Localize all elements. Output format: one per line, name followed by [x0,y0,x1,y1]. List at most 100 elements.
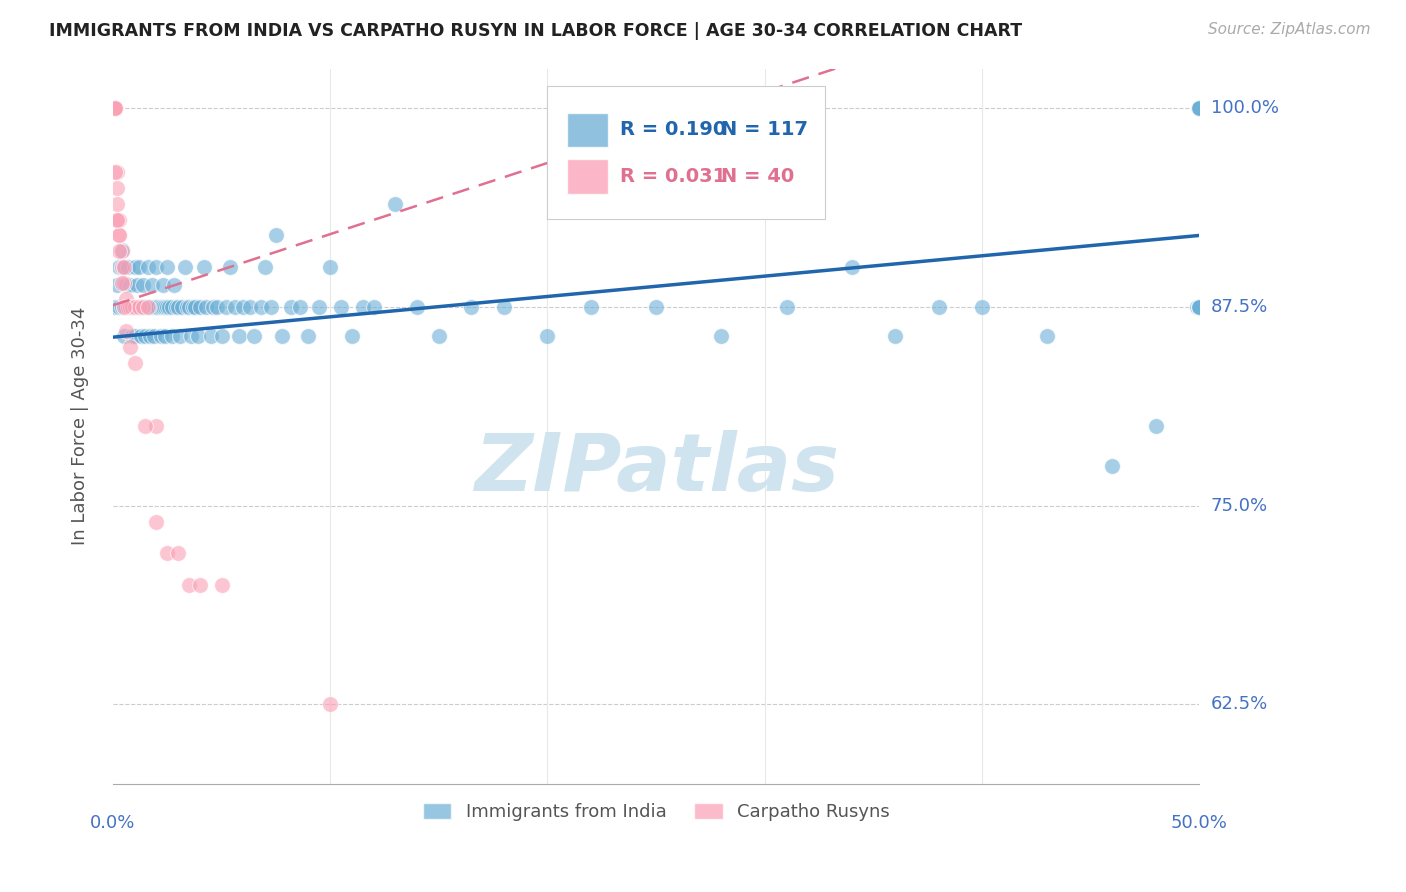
Point [132,300,155,314]
Point [105,212,128,227]
Point [1036,328,1059,343]
Point [121,300,143,314]
Point [141,300,163,314]
Point [120,300,142,314]
Point [108,228,131,243]
Point [319,260,342,275]
Text: 100.0%: 100.0% [1211,99,1278,117]
Legend: Immigrants from India, Carpatho Rusyns: Immigrants from India, Carpatho Rusyns [415,796,897,829]
Point [319,698,342,712]
Point [363,300,385,314]
Point [110,244,132,259]
Text: N = 40: N = 40 [721,167,794,186]
Point [1188,101,1211,115]
Point [1187,300,1209,314]
Point [177,578,200,592]
Point [145,515,167,529]
Point [115,277,138,292]
FancyBboxPatch shape [567,113,609,147]
Point [117,300,139,314]
Point [184,300,207,314]
Point [340,328,363,343]
Point [129,328,152,343]
Point [173,260,195,275]
Point [193,260,215,275]
Point [972,300,994,314]
FancyBboxPatch shape [567,160,609,194]
Point [232,300,254,314]
Point [156,300,179,314]
Point [117,260,139,275]
Point [1144,419,1167,434]
Point [136,300,159,314]
Text: 87.5%: 87.5% [1211,298,1268,316]
Text: 50.0%: 50.0% [1171,814,1227,832]
Point [160,328,183,343]
Point [1188,101,1211,115]
Point [243,328,266,343]
Point [117,300,139,314]
Point [219,260,242,275]
Point [152,300,174,314]
Point [105,180,128,194]
Point [121,328,143,343]
Point [280,300,302,314]
Point [427,328,450,343]
Point [211,578,233,592]
Point [176,300,198,314]
Point [180,328,202,343]
Point [105,196,128,211]
Point [128,300,150,314]
Point [352,300,374,314]
Point [108,244,131,259]
Text: 62.5%: 62.5% [1211,696,1268,714]
Text: R = 0.190: R = 0.190 [620,120,727,139]
Point [188,578,211,592]
Point [115,292,138,306]
Point [143,328,166,343]
Point [124,300,146,314]
FancyBboxPatch shape [547,87,824,219]
Point [104,300,127,314]
Point [1188,300,1211,314]
Point [110,276,132,290]
Point [181,300,204,314]
Point [271,328,294,343]
Point [215,300,238,314]
Point [224,300,246,314]
Point [249,300,271,314]
Point [492,300,515,314]
Point [145,260,167,275]
Point [177,300,200,314]
Point [112,300,135,314]
Point [187,328,209,343]
Point [108,228,131,243]
Point [201,300,224,314]
Point [128,300,150,314]
Point [163,277,186,292]
Point [134,419,156,434]
Point [195,300,218,314]
Point [1188,101,1211,115]
Point [141,277,163,292]
Point [167,300,190,314]
Point [108,260,131,275]
Point [205,300,228,314]
Point [105,212,128,227]
Point [264,228,287,243]
Point [125,300,148,314]
Point [645,300,668,314]
Point [406,300,429,314]
Point [104,165,127,179]
Point [145,300,167,314]
Point [120,300,142,314]
Point [460,300,482,314]
Point [115,300,138,314]
Point [384,196,406,211]
Point [188,300,211,314]
Point [128,260,150,275]
Point [132,300,155,314]
Point [124,355,146,369]
Point [160,300,183,314]
Point [145,419,167,434]
